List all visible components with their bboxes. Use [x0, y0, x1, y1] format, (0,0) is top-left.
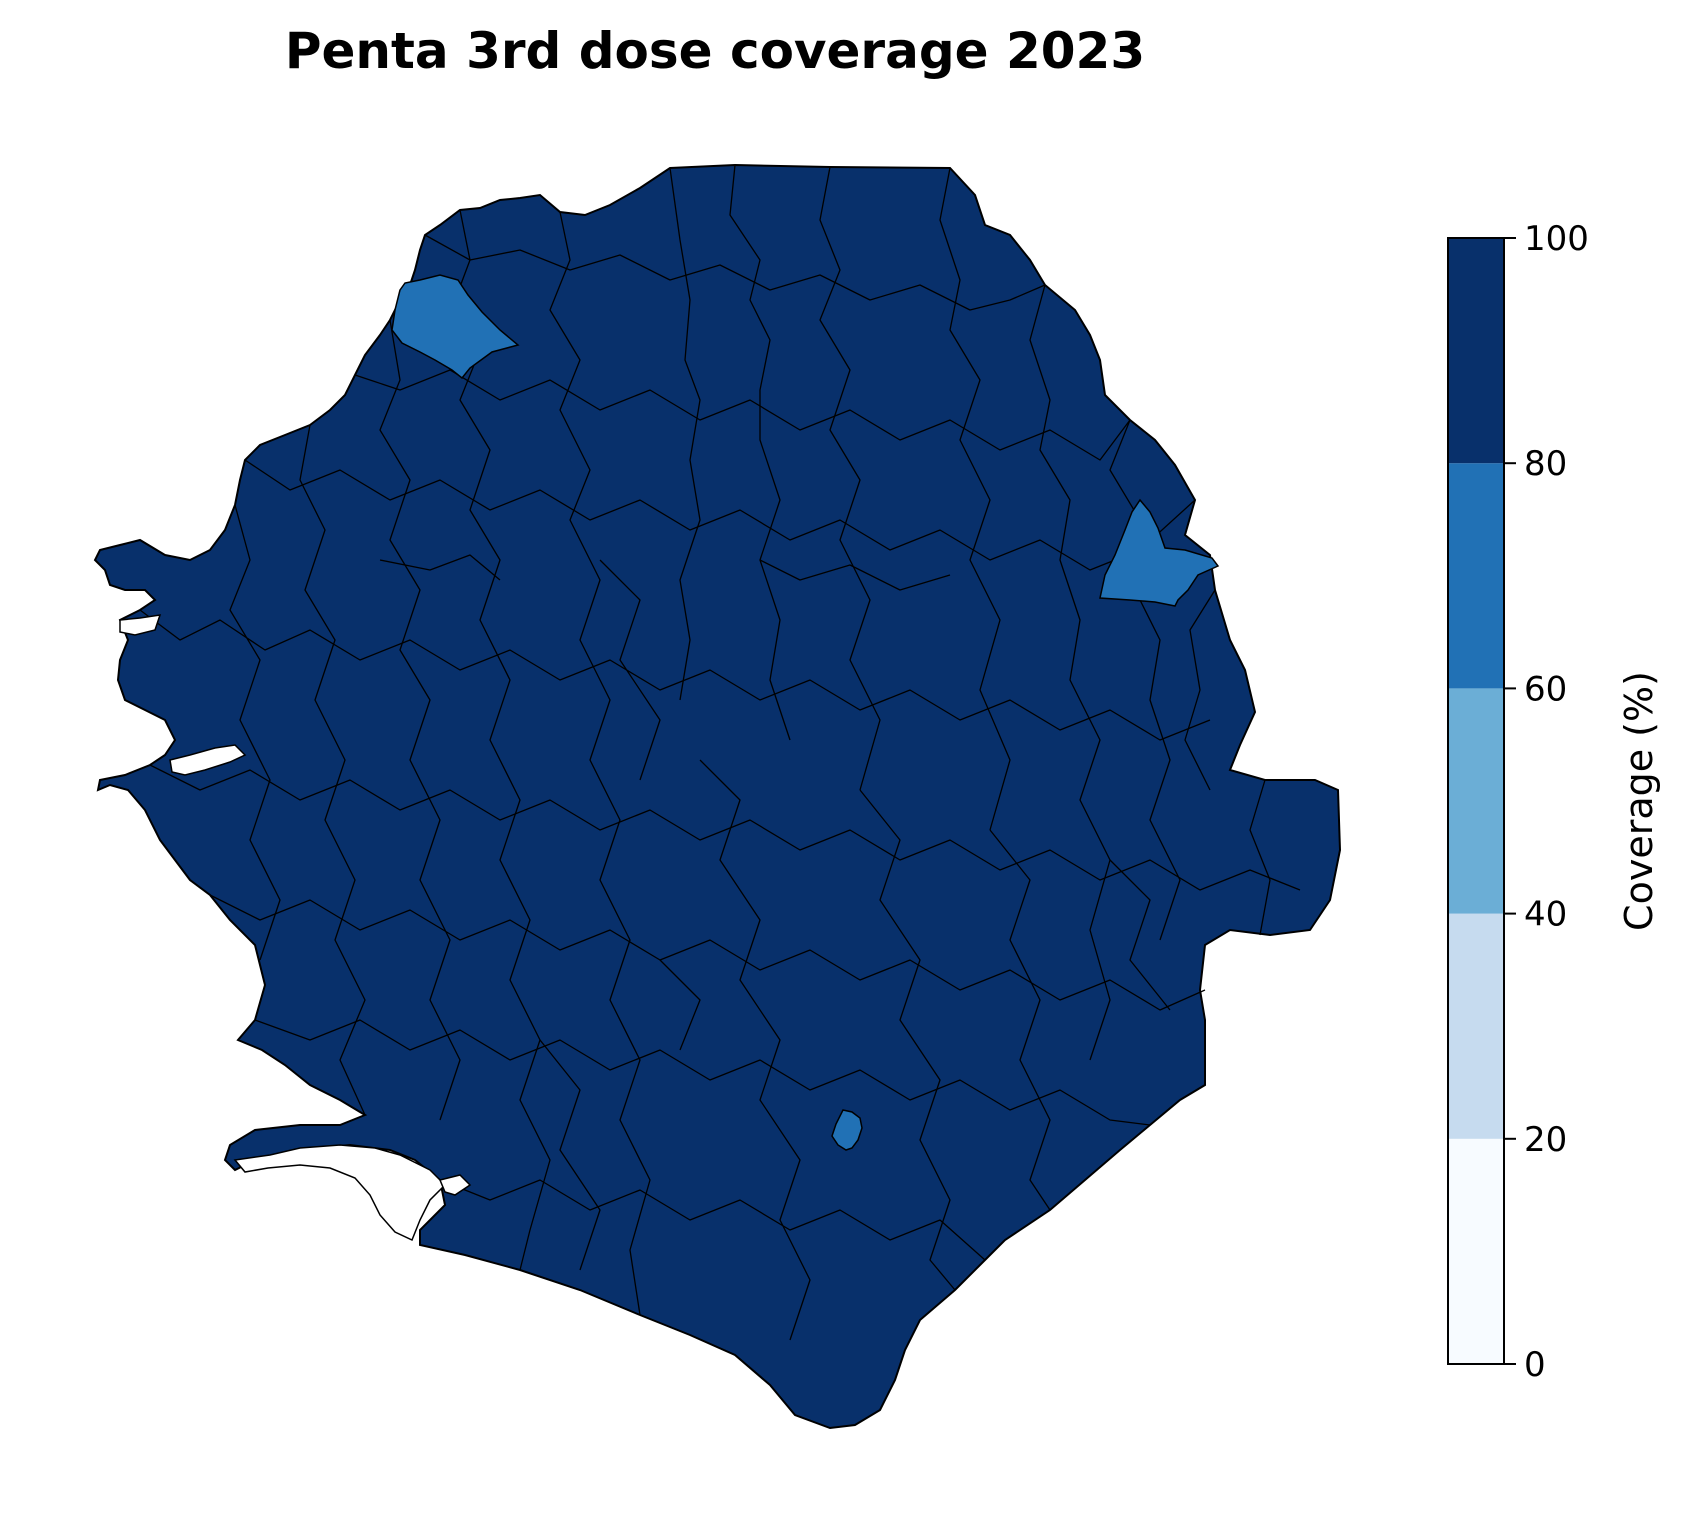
colorbar-bin-3 — [1448, 463, 1504, 689]
district-boundaries — [139, 164, 1301, 1341]
colorbar-tick-label: 100 — [1524, 219, 1589, 259]
colorbar-tick-label: 0 — [1524, 1345, 1546, 1385]
colorbar-tick-label: 60 — [1524, 669, 1567, 709]
coastal-water — [119, 614, 472, 1242]
colorbar-frame — [1447, 237, 1505, 1365]
colorbar-tick-label: 80 — [1524, 444, 1567, 484]
colorbar-tick-label: 20 — [1524, 1120, 1567, 1160]
country-outline — [93, 163, 1342, 1430]
colorbar-tick-label: 40 — [1524, 895, 1567, 935]
page-title: Penta 3rd dose coverage 2023 — [284, 22, 1146, 80]
colorbar-bin-4 — [1448, 238, 1504, 464]
region-northwest-border — [391, 274, 520, 380]
region-south-central — [831, 1109, 863, 1151]
colorbar-bin-0 — [1448, 1138, 1504, 1364]
colorbar-bin-2 — [1448, 688, 1504, 914]
colorbar-bin-1 — [1448, 913, 1504, 1139]
region-northeast-border — [1099, 498, 1220, 607]
colorbar-label: Coverage (%) — [1617, 671, 1661, 931]
